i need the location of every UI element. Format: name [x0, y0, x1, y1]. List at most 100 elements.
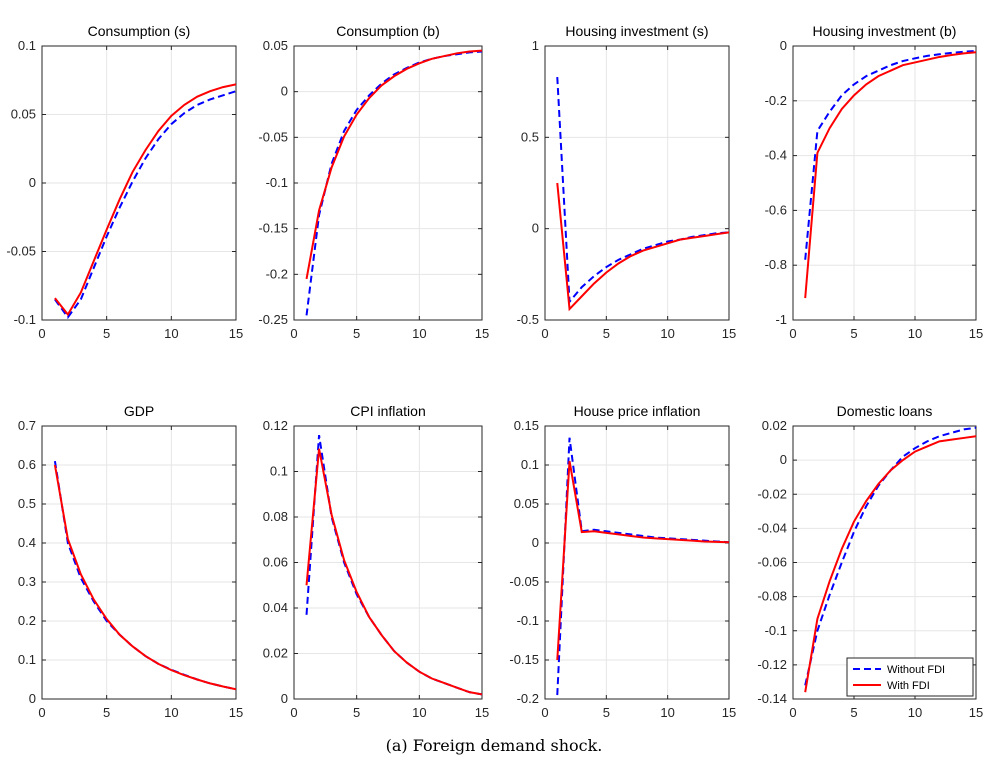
panel-title: Consumption (b) [336, 23, 440, 39]
x-tick-label: 15 [722, 705, 736, 720]
series-line-without-fdi [804, 49, 976, 260]
legend-label: Without FDI [887, 664, 945, 676]
x-tick-label: 5 [353, 705, 360, 720]
x-tick-label: 10 [908, 326, 922, 341]
y-tick-label: -0.15 [509, 652, 539, 667]
y-tick-label: 0.5 [521, 129, 539, 144]
series-line-without-fdi [54, 90, 236, 319]
y-tick-label: 0.08 [263, 509, 288, 524]
y-tick-label: -0.1 [14, 312, 36, 327]
y-tick-label: 0.05 [11, 107, 36, 122]
y-tick-label: 0.1 [18, 652, 36, 667]
plot-area [545, 426, 729, 699]
axes-frame [544, 45, 730, 321]
y-tick-label: 0 [532, 535, 539, 550]
y-tick-label: 0 [281, 84, 288, 99]
x-tick-label: 5 [850, 705, 857, 720]
x-tick-label: 5 [103, 326, 110, 341]
y-tick-label: -0.06 [757, 555, 787, 570]
legend-label: With FDI [887, 680, 930, 692]
x-tick-label: 15 [229, 705, 243, 720]
x-tick-label: 5 [603, 326, 610, 341]
x-tick-label: 15 [229, 326, 243, 341]
y-tick-label: 1 [532, 38, 539, 53]
y-tick-label: 0 [780, 452, 787, 467]
y-tick-label: -0.05 [258, 129, 288, 144]
x-tick-label: 5 [353, 326, 360, 341]
x-tick-label: 15 [722, 326, 736, 341]
y-tick-label: 0.3 [18, 574, 36, 589]
chart-panel: Housing investment (b) 0 5 10 15 -1 -0.8 -0.6 -0… [765, 23, 984, 341]
x-tick-label: 15 [969, 705, 983, 720]
y-tick-label: -0.05 [6, 244, 36, 259]
chart-panel: CPI inflation 0 5 10 15 0 0.02 0.04 0.06 0.08 0.1 0… [263, 403, 490, 720]
series-line-with-fdi [54, 83, 236, 317]
y-tick-label: -0.02 [757, 486, 787, 501]
y-tick-label: -0.1 [517, 613, 539, 628]
x-tick-label: 10 [164, 705, 178, 720]
y-tick-label: 0.05 [263, 38, 288, 53]
y-tick-label: -0.6 [765, 202, 787, 217]
y-tick-label: -0.2 [765, 93, 787, 108]
plot-area [793, 46, 976, 320]
x-tick-label: 0 [789, 705, 796, 720]
y-tick-label: -0.05 [509, 574, 539, 589]
series-line-with-fdi [804, 51, 976, 299]
chart-panel: GDP 0 5 10 15 0 0.1 0.2 0.3 0.4 0.5 0.6 0.7 [18, 403, 243, 720]
y-tick-label: -1 [775, 312, 787, 327]
x-tick-label: 15 [475, 705, 489, 720]
y-tick-label: 0.04 [263, 600, 288, 615]
y-tick-label: -0.8 [765, 257, 787, 272]
y-tick-label: 0.1 [18, 38, 36, 53]
x-tick-label: 5 [603, 705, 610, 720]
x-tick-label: 0 [789, 326, 796, 341]
legend: Without FDI With FDI [846, 657, 974, 697]
x-tick-label: 10 [412, 705, 426, 720]
x-tick-label: 0 [290, 705, 297, 720]
y-tick-label: 0.5 [18, 496, 36, 511]
series-line-with-fdi [804, 435, 976, 693]
series-line-with-fdi [305, 49, 482, 280]
y-tick-label: 0.02 [762, 418, 787, 433]
chart-panel: Consumption (s) 0 5 10 15 -0.1 -0.05 0 0.05 0.1 [6, 23, 243, 341]
x-tick-label: 0 [38, 705, 45, 720]
y-tick-label: -0.12 [757, 657, 787, 672]
panel-title: Consumption (s) [88, 23, 191, 39]
series-line-without-fdi [556, 437, 729, 696]
series-line-with-fdi [305, 448, 482, 696]
axes-frame [792, 45, 977, 321]
y-tick-label: 0.1 [270, 464, 288, 479]
y-tick-label: -0.5 [517, 312, 539, 327]
axes-frame [544, 425, 730, 700]
figure-caption: (a) Foreign demand shock. [385, 736, 603, 755]
chart-panel: House price inflation 0 5 10 15 -0.2 -0.15 -0.1… [509, 403, 736, 720]
y-tick-label: -0.14 [757, 691, 787, 706]
series-line-with-fdi [556, 460, 729, 661]
x-tick-label: 10 [908, 705, 922, 720]
panel-title: Housing investment (s) [565, 23, 708, 39]
panel-title: Domestic loans [837, 403, 933, 419]
y-tick-label: -0.2 [266, 266, 288, 281]
plot-area [42, 426, 236, 699]
legend-box [846, 657, 974, 697]
x-tick-label: 5 [103, 705, 110, 720]
x-tick-label: 5 [850, 326, 857, 341]
y-tick-label: 0 [29, 175, 36, 190]
y-tick-label: -0.15 [258, 221, 288, 236]
x-tick-label: 0 [541, 705, 548, 720]
y-tick-label: 0.2 [18, 613, 36, 628]
y-tick-label: 0.02 [263, 646, 288, 661]
y-tick-label: 0.6 [18, 457, 36, 472]
y-tick-label: 0 [780, 38, 787, 53]
series-line-with-fdi [556, 182, 729, 312]
y-tick-label: 0.4 [18, 535, 36, 550]
y-tick-label: -0.1 [765, 623, 787, 638]
x-tick-label: 0 [38, 326, 45, 341]
y-tick-label: -0.08 [757, 589, 787, 604]
y-tick-label: 0 [281, 691, 288, 706]
x-tick-label: 10 [412, 326, 426, 341]
y-tick-label: 0.15 [514, 418, 539, 433]
panel-title: Housing investment (b) [813, 23, 957, 39]
series-line-with-fdi [53, 464, 236, 691]
